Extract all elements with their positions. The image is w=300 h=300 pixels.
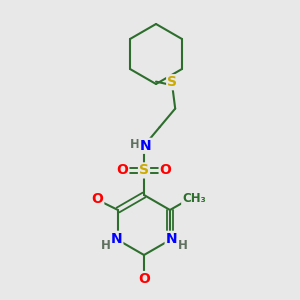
Text: O: O [116, 164, 128, 177]
Text: CH₃: CH₃ [182, 191, 206, 205]
Text: N: N [111, 232, 122, 246]
Text: S: S [167, 75, 177, 89]
Text: O: O [138, 272, 150, 286]
Text: N: N [140, 139, 151, 153]
Text: H: H [130, 138, 140, 151]
Text: S: S [139, 164, 149, 177]
Text: O: O [92, 192, 103, 206]
Text: N: N [166, 232, 177, 246]
Text: H: H [178, 239, 188, 252]
Text: O: O [160, 164, 172, 177]
Text: H: H [100, 239, 110, 252]
